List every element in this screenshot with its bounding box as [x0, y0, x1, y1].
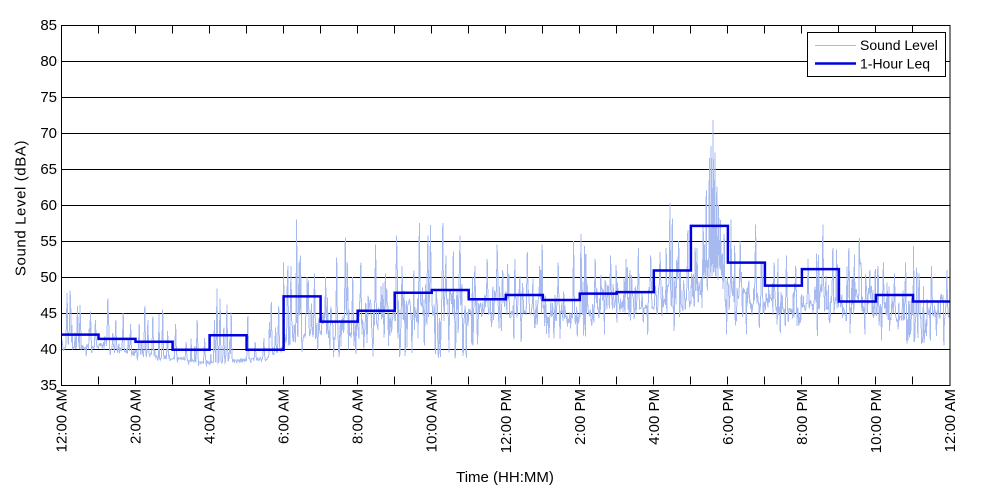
svg-text:65: 65	[40, 161, 57, 178]
svg-text:55: 55	[40, 233, 57, 250]
svg-text:85: 85	[40, 17, 57, 34]
svg-text:4:00 PM: 4:00 PM	[646, 389, 663, 445]
svg-text:45: 45	[40, 305, 57, 322]
svg-text:70: 70	[40, 125, 57, 142]
svg-text:12:00 AM: 12:00 AM	[54, 389, 71, 452]
svg-text:4:00 AM: 4:00 AM	[202, 389, 219, 444]
svg-text:75: 75	[40, 89, 57, 106]
svg-text:Time (HH:MM): Time (HH:MM)	[456, 469, 554, 486]
svg-text:2:00 PM: 2:00 PM	[572, 389, 589, 445]
svg-text:80: 80	[40, 53, 57, 70]
svg-text:40: 40	[40, 341, 57, 358]
svg-text:6:00 AM: 6:00 AM	[276, 389, 293, 444]
svg-text:Sound Level (dBA): Sound Level (dBA)	[13, 140, 30, 276]
svg-text:10:00 AM: 10:00 AM	[424, 389, 441, 452]
svg-text:35: 35	[40, 377, 57, 394]
svg-text:8:00 PM: 8:00 PM	[794, 389, 811, 445]
svg-text:6:00 PM: 6:00 PM	[720, 389, 737, 445]
svg-text:10:00 PM: 10:00 PM	[868, 389, 885, 453]
svg-text:1-Hour Leq: 1-Hour Leq	[860, 56, 930, 72]
svg-text:2:00 AM: 2:00 AM	[128, 389, 145, 444]
svg-text:Sound Level: Sound Level	[860, 37, 938, 53]
svg-text:12:00 PM: 12:00 PM	[498, 389, 515, 453]
svg-text:50: 50	[40, 269, 57, 286]
svg-text:60: 60	[40, 197, 57, 214]
svg-text:8:00 AM: 8:00 AM	[350, 389, 367, 444]
svg-text:12:00 AM: 12:00 AM	[942, 389, 959, 452]
